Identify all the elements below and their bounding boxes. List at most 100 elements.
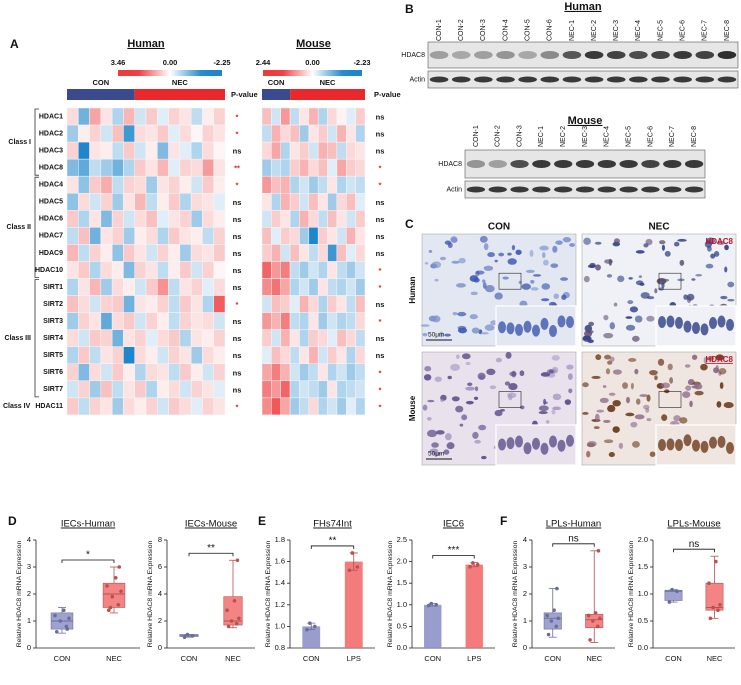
tissue-cell bbox=[515, 249, 522, 255]
heatmap-cell bbox=[100, 107, 113, 126]
tissue-cell bbox=[480, 332, 489, 335]
blot-band bbox=[466, 186, 486, 193]
row-label: SIRT3 bbox=[43, 318, 63, 325]
panel-label: F bbox=[500, 514, 507, 528]
inset-cell bbox=[709, 436, 717, 449]
p-value: * bbox=[236, 130, 239, 139]
heatmap-cell bbox=[355, 227, 366, 245]
heatmap-cell bbox=[280, 141, 291, 160]
heatmap-cell bbox=[280, 158, 291, 177]
tissue-cell bbox=[691, 385, 700, 389]
heatmap-cell bbox=[111, 210, 124, 228]
heatmap-cell bbox=[261, 175, 272, 194]
data-point bbox=[182, 635, 187, 639]
heatmap-cell bbox=[299, 244, 310, 262]
y-tick-label: 0.5 bbox=[638, 616, 648, 625]
heatmap-cell bbox=[100, 312, 113, 330]
data-point bbox=[61, 608, 66, 612]
tissue-cell bbox=[482, 279, 486, 283]
heatmap-cell bbox=[179, 107, 192, 126]
heatmap-cell bbox=[100, 175, 113, 194]
blot-band bbox=[562, 51, 582, 59]
heatmap-cell bbox=[168, 210, 181, 228]
lane-label: CON-5 bbox=[524, 19, 531, 41]
heatmap-cell bbox=[317, 141, 328, 160]
tissue-cell bbox=[586, 450, 591, 458]
heatmap-cell bbox=[168, 175, 181, 194]
tissue-cell bbox=[607, 360, 613, 365]
heatmap-cell bbox=[327, 363, 338, 382]
heatmap-cell bbox=[100, 210, 113, 228]
heatmap-cell bbox=[123, 278, 135, 296]
lane-label: CON-1 bbox=[436, 19, 443, 41]
heatmap-cell bbox=[280, 227, 291, 245]
heatmap-cell bbox=[78, 329, 90, 347]
box bbox=[664, 589, 683, 601]
tissue-cell bbox=[484, 284, 495, 293]
significance-label: * bbox=[86, 550, 90, 561]
data-point bbox=[313, 624, 317, 629]
lane-label: NEC-1 bbox=[538, 126, 545, 147]
heatmap-cell bbox=[179, 158, 192, 177]
data-point bbox=[355, 565, 360, 569]
data-point bbox=[426, 603, 431, 608]
lane-label: NEC-8 bbox=[691, 126, 698, 147]
heatmap-cell bbox=[66, 312, 79, 330]
heatmap-cell bbox=[213, 329, 226, 347]
heatmap-cell bbox=[308, 124, 319, 143]
heatmap-cell bbox=[336, 278, 347, 296]
heatmap-cell bbox=[327, 193, 338, 211]
tissue-cell bbox=[594, 241, 602, 245]
lane-label: CON-1 bbox=[473, 125, 480, 147]
heatmap-cell bbox=[89, 244, 102, 262]
heatmap-cell bbox=[123, 158, 135, 177]
heatmap-cell bbox=[336, 227, 347, 245]
tissue-cell bbox=[603, 439, 614, 444]
heatmap-cell bbox=[213, 278, 226, 296]
heatmap-cell bbox=[66, 227, 79, 245]
tissue-cell bbox=[424, 262, 429, 265]
heatmap-cell bbox=[261, 227, 272, 245]
row-label: HDAC11 bbox=[35, 403, 63, 410]
tissue-cell bbox=[595, 354, 602, 361]
tissue-cell bbox=[439, 256, 447, 261]
group-bar bbox=[67, 89, 135, 100]
heatmap-cell bbox=[145, 107, 158, 126]
tissue-cell bbox=[608, 452, 615, 458]
heatmap-cell bbox=[202, 363, 214, 382]
tissue-cell bbox=[719, 382, 724, 389]
tissue-cell bbox=[428, 249, 433, 253]
heatmap-cell bbox=[261, 397, 272, 416]
p-value: ** bbox=[234, 164, 240, 173]
heatmap-cell bbox=[123, 107, 135, 126]
tissue-cell bbox=[646, 296, 655, 300]
heatmap-cell bbox=[308, 346, 319, 365]
tissue-cell bbox=[422, 404, 428, 411]
class-bracket bbox=[34, 108, 39, 176]
data-point bbox=[675, 589, 679, 594]
inset-cell bbox=[523, 442, 532, 455]
heatmap-cell bbox=[271, 193, 281, 211]
tissue-cell bbox=[612, 369, 622, 375]
tissue-cell bbox=[635, 250, 645, 254]
significance-bracket bbox=[310, 545, 355, 549]
plot-title: IECs-Mouse bbox=[185, 519, 237, 530]
heatmap-cell bbox=[355, 380, 366, 399]
data-point bbox=[598, 616, 602, 621]
heatmap-cell bbox=[280, 346, 291, 365]
heatmap-cell bbox=[66, 210, 79, 228]
tissue-cell bbox=[646, 394, 651, 402]
heatmap-cell bbox=[78, 312, 90, 330]
data-point bbox=[596, 549, 601, 553]
blot-band bbox=[663, 186, 682, 193]
p-value: ns bbox=[376, 300, 385, 309]
heatmap-cell bbox=[336, 193, 347, 211]
blot-band bbox=[597, 160, 616, 168]
heatmap-cell bbox=[299, 210, 310, 228]
heatmap-cell bbox=[346, 380, 356, 399]
data-point bbox=[116, 603, 121, 607]
tissue-cell bbox=[596, 409, 604, 413]
heatmap-cell bbox=[100, 244, 113, 262]
heatmap-cell bbox=[308, 397, 319, 416]
heatmap-cell bbox=[157, 107, 169, 126]
